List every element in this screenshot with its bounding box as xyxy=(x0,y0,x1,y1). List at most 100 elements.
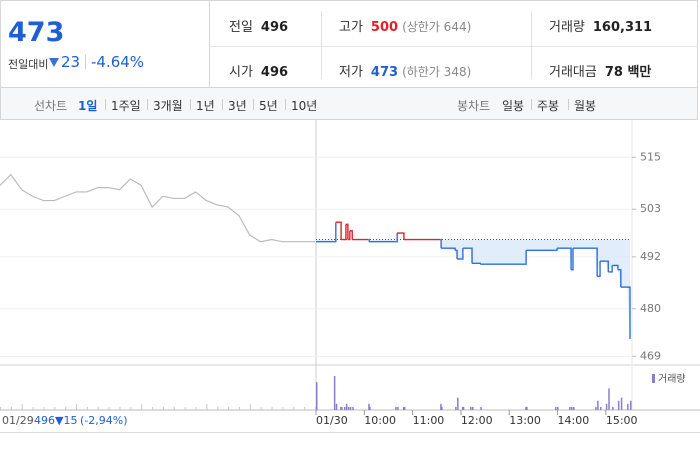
candle-tab[interactable]: 월봉 xyxy=(574,99,597,113)
period-tab[interactable]: 1일 xyxy=(78,99,98,113)
volume-bar xyxy=(184,406,186,410)
price-segment xyxy=(571,248,574,271)
change-rate: -4.64% xyxy=(91,53,145,71)
price-segment xyxy=(608,265,613,273)
price-segment xyxy=(345,223,349,240)
candle-tab[interactable]: 주봉 xyxy=(537,99,560,113)
volume-bar xyxy=(341,406,343,410)
volume-bar xyxy=(304,406,306,410)
volume-bar xyxy=(555,406,557,410)
label: 시가 xyxy=(229,65,253,80)
price-segment xyxy=(333,222,337,243)
volume-bar xyxy=(119,406,121,410)
volume-bar xyxy=(316,382,318,410)
period-tab[interactable]: 1년 xyxy=(196,99,215,113)
value: 496 xyxy=(260,20,289,35)
volume-bar xyxy=(347,406,350,410)
volume-bar xyxy=(97,406,99,410)
price-segment xyxy=(349,230,353,240)
price-segment xyxy=(395,233,398,243)
price-segment xyxy=(470,247,473,264)
volume-bar xyxy=(397,406,399,410)
volume-bar xyxy=(455,406,457,410)
value: 500 xyxy=(370,20,399,35)
current-price: 473 xyxy=(8,17,65,48)
tab-separator xyxy=(190,99,191,110)
summary-item: 저가 473 (하한가 348) xyxy=(339,61,471,80)
price-segment xyxy=(347,230,351,241)
y-tick-label: 492 xyxy=(640,250,661,263)
price-segment xyxy=(472,262,481,265)
price-segment xyxy=(461,248,464,260)
volume-bar xyxy=(0,406,1,410)
volume-bar xyxy=(600,406,602,410)
prev-line xyxy=(0,173,315,243)
quote-panel: 473 전일대비 23 -4.64% 전일 496 고가 500 (상한가 644) … xyxy=(0,0,698,88)
volume-bar xyxy=(173,406,175,410)
volume-bar xyxy=(403,406,406,410)
volume-bar xyxy=(32,406,34,410)
summary-item: 시가 496 xyxy=(229,61,288,80)
change: 23 xyxy=(61,53,81,71)
value: 496 xyxy=(260,65,289,80)
tab-bar: 선차트 봉차트 1일 1주일 3개월 1년 3년 5년 10년 일봉 주봉 월봉 xyxy=(0,88,698,120)
candle-tab[interactable]: 일봉 xyxy=(502,99,525,113)
volume-bar xyxy=(462,406,465,410)
down-icon xyxy=(49,58,59,67)
period-tab[interactable]: 1주일 xyxy=(111,99,141,113)
volume-bar xyxy=(344,406,346,410)
period-tab[interactable]: 3년 xyxy=(228,99,247,113)
price-segment xyxy=(595,247,598,277)
x-tick-label: 12:00 xyxy=(461,414,493,427)
separator xyxy=(85,55,86,69)
volume-bar xyxy=(260,406,262,410)
price-segment xyxy=(440,238,442,249)
note: (하한가 348) xyxy=(402,65,472,79)
price-segment xyxy=(344,224,347,241)
volume-bar xyxy=(108,406,110,410)
prev-rate: (-2,94%) xyxy=(80,414,128,427)
volume-bar xyxy=(195,406,197,410)
volume-bar xyxy=(369,406,371,410)
legend-swatch xyxy=(652,374,655,383)
volume-bar xyxy=(86,406,88,410)
summary-item: 거래대금 78 백만 xyxy=(549,61,651,80)
price-segment xyxy=(555,248,558,252)
label: 고가 xyxy=(339,20,363,35)
x-tick-label: 11:00 xyxy=(413,414,445,427)
row-divider xyxy=(210,46,698,47)
volume-bar xyxy=(249,403,251,410)
volume-bar xyxy=(608,388,610,410)
tab-separator xyxy=(568,99,569,110)
volume-bar xyxy=(349,406,352,410)
volume-bar xyxy=(569,406,571,410)
volume-bar xyxy=(617,400,620,410)
volume-bar xyxy=(228,406,230,410)
volume-bar xyxy=(457,397,459,410)
value: 78 백만 xyxy=(604,65,652,80)
volume-bar xyxy=(340,406,342,410)
value: 473 xyxy=(370,65,399,80)
price-segment xyxy=(605,260,609,272)
volume-bar xyxy=(76,403,78,410)
period-tab[interactable]: 5년 xyxy=(259,99,278,113)
tab-separator xyxy=(105,99,106,110)
volume-bar xyxy=(54,406,56,410)
change-label: 전일대비 xyxy=(8,58,49,71)
volume-bar xyxy=(345,403,348,410)
volume-bar xyxy=(525,406,527,410)
volume-bar xyxy=(352,406,354,410)
prev-date: 01/29 xyxy=(2,414,34,427)
volume-bar xyxy=(630,400,632,410)
volume-bar xyxy=(395,406,397,410)
volume-bar xyxy=(43,406,45,410)
period-tab[interactable]: 3개월 xyxy=(153,99,183,113)
volume-bar xyxy=(595,406,597,410)
label: 전일 xyxy=(229,20,253,35)
volume-bar xyxy=(293,406,295,410)
x-tick-label: 14:00 xyxy=(558,414,590,427)
volume-bar xyxy=(217,406,219,410)
period-tab[interactable]: 10년 xyxy=(291,99,318,113)
summary-item: 거래량 160,311 xyxy=(549,16,652,35)
